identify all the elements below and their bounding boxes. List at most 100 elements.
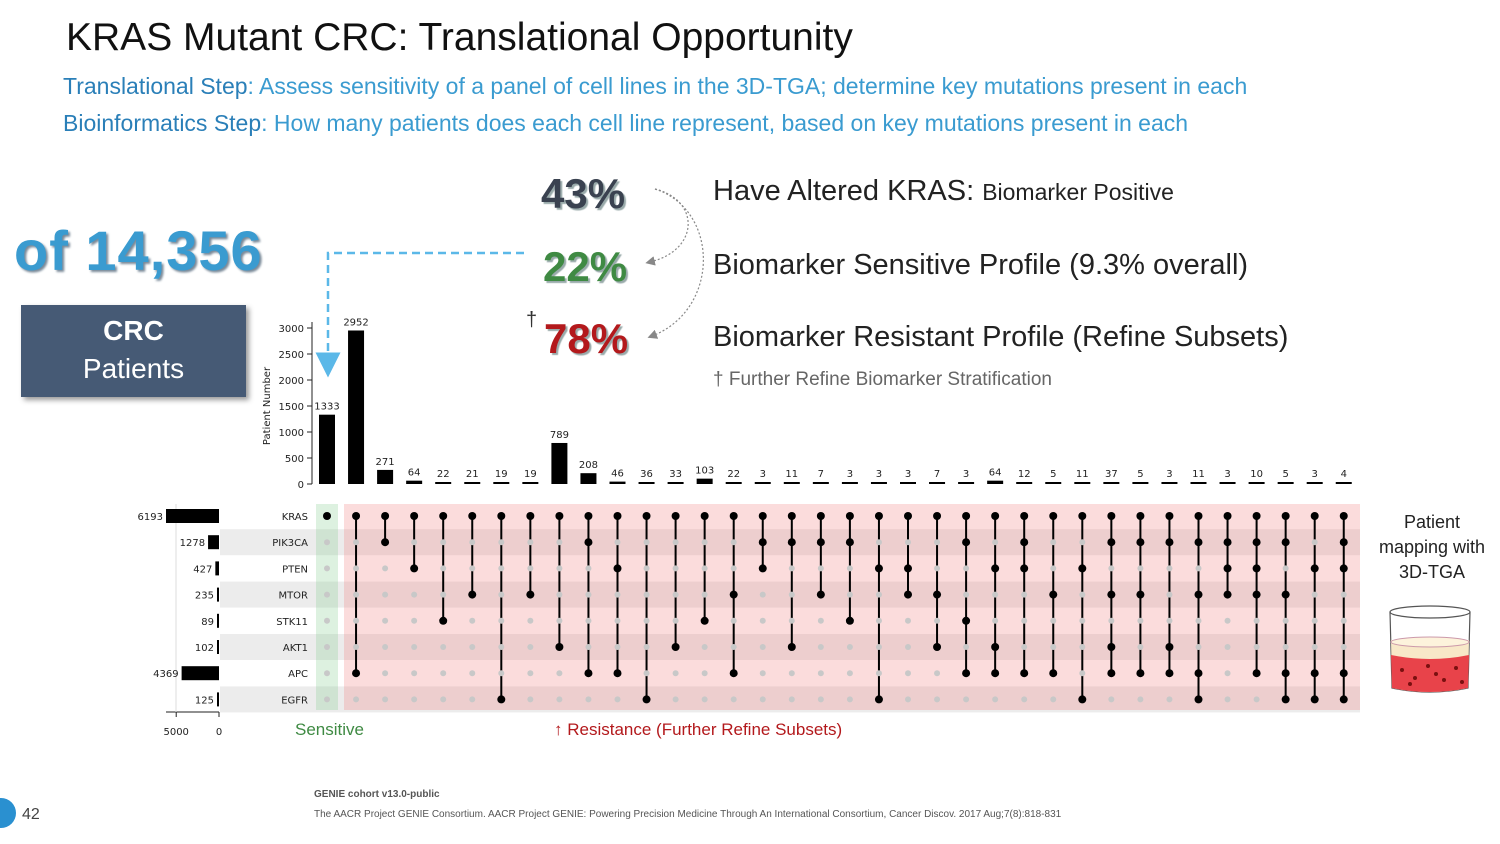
intersection-dot-inactive — [324, 591, 330, 598]
bar-value-label: 36 — [640, 469, 653, 480]
intersection-dot-active — [1223, 564, 1232, 573]
bar-value-label: 64 — [989, 468, 1002, 479]
intersection-bar — [1132, 482, 1149, 484]
intersection-dot-inactive — [469, 644, 476, 650]
intersection-dot-active — [1281, 538, 1290, 547]
intersection-dot-inactive — [905, 539, 911, 546]
mapping-line: Patient — [1403, 512, 1461, 532]
intersection-dot-inactive — [934, 539, 941, 546]
intersection-dot-inactive — [643, 670, 650, 677]
intersection-bar — [1190, 482, 1207, 484]
intersection-dot-active — [1281, 669, 1290, 678]
bar-value-label: 64 — [408, 468, 421, 479]
intersection-dot-active — [991, 643, 1000, 651]
crc-patients-box: CRC Patients — [21, 305, 246, 397]
intersection-dot-inactive — [411, 539, 418, 546]
intersection-dot-inactive — [585, 591, 592, 598]
intersection-dot-active — [352, 669, 361, 678]
intersection-dot-active — [904, 590, 912, 599]
intersection-dot-inactive — [1311, 617, 1318, 624]
mapping-line: 3D-TGA — [1398, 562, 1465, 582]
intersection-dot-inactive — [759, 696, 766, 703]
intersection-dot-inactive — [440, 539, 447, 546]
intersection-dot-inactive — [353, 696, 360, 703]
intersection-dot-active — [700, 512, 709, 520]
intersection-dot-inactive — [353, 644, 360, 650]
intersection-dot-inactive — [353, 591, 360, 598]
intersection-dot-inactive — [1137, 565, 1144, 572]
intersection-dot-active — [584, 669, 593, 678]
set-size-bar — [216, 587, 219, 602]
intersection-dot-inactive — [1195, 617, 1202, 624]
translational-step: Translational Step: Assess sensitivity o… — [63, 73, 1247, 100]
bar-value-label: 10 — [1250, 469, 1263, 480]
intersection-dot-inactive — [817, 696, 824, 703]
intersection-dot-inactive — [643, 591, 650, 598]
set-size-label: 6193 — [138, 512, 163, 523]
intersection-dot-inactive — [1050, 539, 1057, 546]
intersection-dot-active — [1136, 512, 1145, 520]
intersection-dot-active — [1223, 538, 1232, 547]
intersection-dot-inactive — [1224, 644, 1231, 650]
intersection-dot-inactive — [992, 617, 999, 624]
intersection-dot-active — [1107, 538, 1116, 547]
intersection-dot-inactive — [324, 670, 330, 677]
intersection-dot-inactive — [353, 565, 360, 572]
intersection-dot-inactive — [411, 617, 418, 624]
intersection-dot-active — [613, 512, 622, 520]
intersection-dot-active — [410, 512, 419, 520]
intersection-dot-active — [933, 512, 942, 520]
intersection-dot-active — [1020, 564, 1029, 573]
intersection-bar — [1016, 482, 1033, 484]
intersection-dot-inactive — [1137, 644, 1144, 650]
intersection-dot-active — [1020, 538, 1029, 547]
intersection-dot-inactive — [498, 591, 505, 598]
intersection-bar — [1277, 482, 1294, 484]
intersection-dot-inactive — [382, 696, 389, 703]
intersection-dot-inactive — [759, 591, 766, 598]
bar-value-label: 3 — [963, 469, 969, 480]
intersection-dot-inactive — [614, 591, 621, 598]
intersection-dot-active — [1107, 669, 1116, 678]
intersection-dot-inactive — [1224, 617, 1231, 624]
intersection-dot-active — [787, 643, 796, 651]
intersection-dot-active — [1165, 669, 1174, 678]
intersection-dot-active — [1136, 538, 1145, 547]
mapping-line: mapping with — [1378, 537, 1486, 557]
intersection-dot-inactive — [1253, 644, 1260, 650]
intersection-dot-inactive — [382, 617, 389, 624]
intersection-dot-inactive — [788, 670, 795, 677]
set-size-label: 102 — [195, 643, 214, 654]
bar-value-label: 19 — [524, 469, 537, 480]
intersection-dot-active — [1339, 564, 1348, 573]
intersection-dot-active — [1078, 512, 1087, 520]
intersection-dot-inactive — [817, 565, 824, 572]
intersection-dot-inactive — [382, 591, 389, 598]
intersection-bar — [551, 442, 568, 484]
bar-value-label: 3 — [876, 469, 882, 480]
intersection-dot-inactive — [585, 565, 592, 572]
intersection-dot-inactive — [1079, 617, 1086, 624]
bar-value-label: 271 — [376, 457, 395, 468]
footer-reference: The AACR Project GENIE Consortium. AACR … — [314, 809, 1062, 820]
intersection-dot-inactive — [324, 565, 330, 572]
intersection-bar — [1306, 482, 1323, 484]
gene-label: PTEN — [282, 564, 308, 575]
intersection-dot-active — [642, 512, 651, 520]
intersection-dot-inactive — [1166, 565, 1173, 572]
intersection-dot-inactive — [527, 696, 534, 703]
intersection-dot-active — [816, 590, 825, 599]
intersection-dot-active — [1252, 512, 1261, 520]
intersection-dot-inactive — [963, 565, 970, 572]
intersection-dot-active — [991, 669, 1000, 678]
bar-value-label: 5 — [1050, 469, 1056, 480]
set-size-label: 89 — [201, 617, 214, 628]
intersection-dot-active — [1339, 695, 1348, 704]
intersection-dot-inactive — [469, 696, 476, 703]
intersection-dot-inactive — [875, 644, 882, 650]
intersection-dot-active — [1194, 669, 1203, 678]
intersection-dot-active — [1310, 564, 1319, 573]
intersection-bar — [987, 480, 1004, 484]
intersection-dot-active — [1281, 512, 1290, 520]
set-size-label: 1278 — [180, 538, 205, 549]
